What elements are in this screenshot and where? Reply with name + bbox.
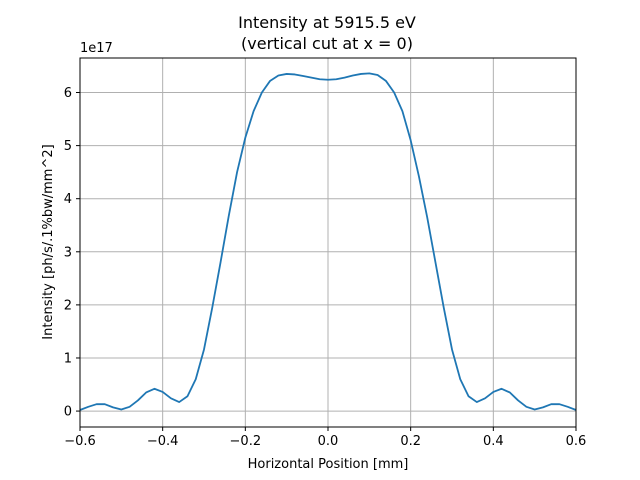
chart-title: Intensity at 5915.5 eV bbox=[238, 13, 416, 32]
y-tick-label: 1 bbox=[64, 351, 72, 366]
x-tick-label: 0.6 bbox=[566, 434, 587, 449]
series-layer bbox=[79, 72, 577, 411]
x-tick-label: −0.2 bbox=[230, 434, 262, 449]
intensity-series-line bbox=[79, 72, 577, 411]
y-tick-label: 3 bbox=[64, 245, 72, 260]
grid-layer bbox=[79, 58, 577, 427]
y-tick-label: 0 bbox=[64, 405, 72, 420]
y-scale-label: 1e17 bbox=[80, 41, 113, 56]
y-tick-label: 2 bbox=[64, 298, 72, 313]
x-tick-layer: −0.6 −0.4 −0.2 0.0 0.2 0.4 0.6 bbox=[64, 427, 586, 449]
x-tick-label: −0.4 bbox=[147, 434, 179, 449]
chart-subtitle: (vertical cut at x = 0) bbox=[241, 34, 413, 53]
x-tick-label: 0.4 bbox=[483, 434, 504, 449]
y-axis-label: Intensity [ph/s/.1%bw/mm^2] bbox=[41, 144, 56, 339]
y-tick-label: 4 bbox=[64, 192, 72, 207]
x-tick-label: 0.0 bbox=[318, 434, 339, 449]
y-tick-layer: 0 1 2 3 4 5 6 bbox=[64, 86, 80, 420]
x-tick-label: −0.6 bbox=[64, 434, 96, 449]
plot-frame bbox=[79, 57, 577, 428]
y-tick-label: 6 bbox=[64, 86, 72, 101]
x-tick-label: 0.2 bbox=[400, 434, 421, 449]
x-axis-label: Horizontal Position [mm] bbox=[248, 457, 409, 472]
y-tick-label: 5 bbox=[64, 139, 72, 154]
